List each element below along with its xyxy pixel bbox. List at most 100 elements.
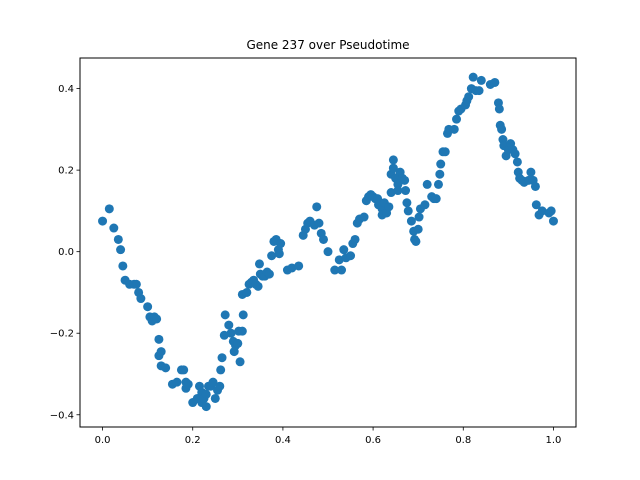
data-point bbox=[104, 204, 114, 214]
data-point bbox=[143, 302, 153, 312]
data-point bbox=[435, 169, 445, 179]
data-point bbox=[210, 393, 220, 403]
data-point bbox=[224, 320, 234, 330]
data-point bbox=[452, 114, 462, 124]
data-point bbox=[253, 281, 263, 291]
data-point bbox=[233, 338, 243, 348]
data-point bbox=[219, 330, 229, 340]
data-point bbox=[546, 206, 556, 216]
data-point bbox=[468, 72, 478, 82]
data-point bbox=[254, 259, 264, 269]
y-tick-label: −0.4 bbox=[50, 410, 74, 421]
data-point bbox=[156, 347, 166, 357]
data-point bbox=[264, 269, 274, 279]
data-point bbox=[494, 104, 504, 114]
data-point bbox=[433, 179, 443, 189]
data-point bbox=[220, 310, 230, 320]
y-tick-label: −0.2 bbox=[50, 329, 74, 340]
data-point bbox=[314, 218, 324, 228]
data-point bbox=[510, 149, 520, 159]
data-point bbox=[201, 389, 211, 399]
data-point bbox=[339, 245, 349, 255]
data-point bbox=[136, 294, 146, 304]
data-point bbox=[537, 206, 547, 216]
data-point bbox=[172, 377, 182, 387]
data-point bbox=[346, 251, 356, 261]
data-point bbox=[531, 200, 541, 210]
data-point bbox=[267, 251, 277, 261]
data-point bbox=[237, 326, 247, 336]
data-point bbox=[152, 314, 162, 324]
data-point bbox=[476, 75, 486, 85]
plot-frame bbox=[79, 57, 577, 428]
data-point bbox=[440, 147, 450, 157]
data-point bbox=[350, 234, 360, 244]
x-tick-label: 0.4 bbox=[275, 435, 291, 446]
data-point bbox=[208, 377, 218, 387]
data-point bbox=[548, 216, 558, 226]
x-axis: 0.0 0.2 0.4 0.6 0.8 1.0 bbox=[95, 427, 562, 446]
data-point bbox=[406, 216, 416, 226]
data-point bbox=[118, 261, 128, 271]
data-point bbox=[179, 365, 189, 375]
data-point bbox=[449, 124, 459, 134]
x-tick-label: 0.2 bbox=[185, 435, 201, 446]
data-point bbox=[113, 234, 123, 244]
data-point bbox=[422, 179, 432, 189]
data-point bbox=[414, 212, 424, 222]
data-point bbox=[274, 249, 284, 259]
data-point bbox=[411, 236, 421, 246]
x-tick-label: 0.0 bbox=[95, 435, 111, 446]
data-point bbox=[420, 200, 430, 210]
data-point bbox=[497, 124, 507, 134]
data-point bbox=[490, 77, 500, 87]
data-point bbox=[287, 263, 297, 273]
data-point bbox=[330, 265, 340, 275]
data-point bbox=[530, 181, 540, 191]
x-tick-label: 0.8 bbox=[455, 435, 471, 446]
data-point bbox=[512, 157, 522, 167]
data-point bbox=[242, 287, 252, 297]
data-point bbox=[401, 186, 411, 196]
data-point bbox=[388, 155, 398, 165]
data-point bbox=[337, 265, 347, 275]
data-point bbox=[294, 261, 304, 271]
data-point bbox=[235, 357, 245, 367]
data-point bbox=[216, 365, 226, 375]
y-tick-label: 0.2 bbox=[58, 166, 74, 177]
data-point bbox=[388, 163, 398, 173]
data-point bbox=[183, 379, 193, 389]
data-point bbox=[276, 239, 286, 249]
data-point bbox=[215, 381, 225, 391]
data-point bbox=[386, 188, 396, 198]
data-point bbox=[384, 202, 394, 212]
data-point bbox=[131, 279, 141, 289]
data-point bbox=[526, 167, 536, 177]
data-point bbox=[238, 310, 248, 320]
data-point bbox=[312, 202, 322, 212]
data-point bbox=[98, 216, 108, 226]
y-tick-label: 0.0 bbox=[58, 247, 74, 258]
chart-title: Gene 237 over Pseudotime bbox=[246, 38, 409, 52]
data-point bbox=[436, 159, 446, 169]
data-point bbox=[474, 86, 484, 96]
data-point bbox=[359, 212, 369, 222]
data-point bbox=[217, 353, 227, 363]
x-tick-label: 1.0 bbox=[546, 435, 562, 446]
data-point bbox=[201, 402, 211, 412]
data-point bbox=[154, 334, 164, 344]
data-point bbox=[334, 255, 344, 265]
data-point bbox=[400, 175, 410, 185]
data-point bbox=[403, 206, 413, 216]
data-point bbox=[116, 245, 126, 255]
x-tick-label: 0.6 bbox=[365, 435, 381, 446]
data-point bbox=[464, 92, 474, 102]
data-point bbox=[226, 328, 236, 338]
data-point bbox=[109, 223, 119, 233]
y-axis: −0.4 −0.2 0.0 0.2 0.4 bbox=[50, 84, 80, 421]
data-point bbox=[323, 247, 333, 257]
data-point bbox=[402, 198, 412, 208]
data-point bbox=[393, 186, 403, 196]
y-tick-label: 0.4 bbox=[58, 84, 74, 95]
